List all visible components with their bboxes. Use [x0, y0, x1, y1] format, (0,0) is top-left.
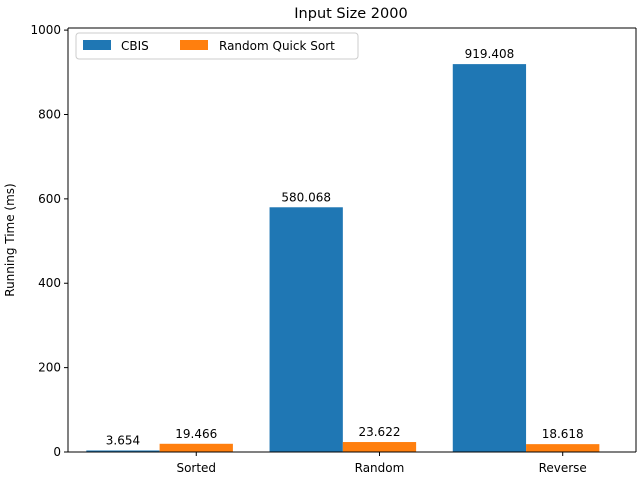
- y-tick-label: 400: [38, 276, 61, 290]
- x-tick-label: Random: [355, 461, 405, 475]
- bar: [86, 450, 160, 452]
- bar: [159, 443, 233, 452]
- y-axis-label: Running Time (ms): [3, 183, 17, 296]
- bar: [269, 207, 343, 452]
- y-tick-label: 1000: [30, 23, 61, 37]
- bar: [342, 442, 417, 452]
- y-tick-label: 200: [38, 361, 61, 375]
- data-label: 19.466: [175, 427, 217, 441]
- data-label: 23.622: [358, 425, 400, 439]
- plot-area: 3.654 580.068 919.408 19.466 23.622 18.618 0 20…: [30, 23, 637, 475]
- data-label: 3.654: [106, 433, 140, 447]
- x-tick-label: Sorted: [176, 461, 216, 475]
- legend-swatch: [180, 40, 208, 50]
- legend-label: Random Quick Sort: [219, 39, 335, 53]
- y-tick-label: 800: [38, 107, 61, 121]
- chart-title: Input Size 2000: [294, 6, 407, 22]
- data-label: 919.408: [465, 47, 515, 61]
- y-tick-label: 0: [53, 445, 61, 459]
- data-label: 18.618: [542, 427, 584, 441]
- bar: [452, 64, 527, 452]
- x-tick-label: Reverse: [539, 461, 587, 475]
- y-tick-label: 600: [38, 192, 61, 206]
- data-label: 580.068: [281, 190, 331, 204]
- legend: CBIS Random Quick Sort: [75, 32, 359, 60]
- legend-label: CBIS: [121, 39, 149, 53]
- legend-frame: [75, 32, 359, 60]
- bar: [526, 444, 600, 452]
- legend-swatch: [83, 40, 111, 50]
